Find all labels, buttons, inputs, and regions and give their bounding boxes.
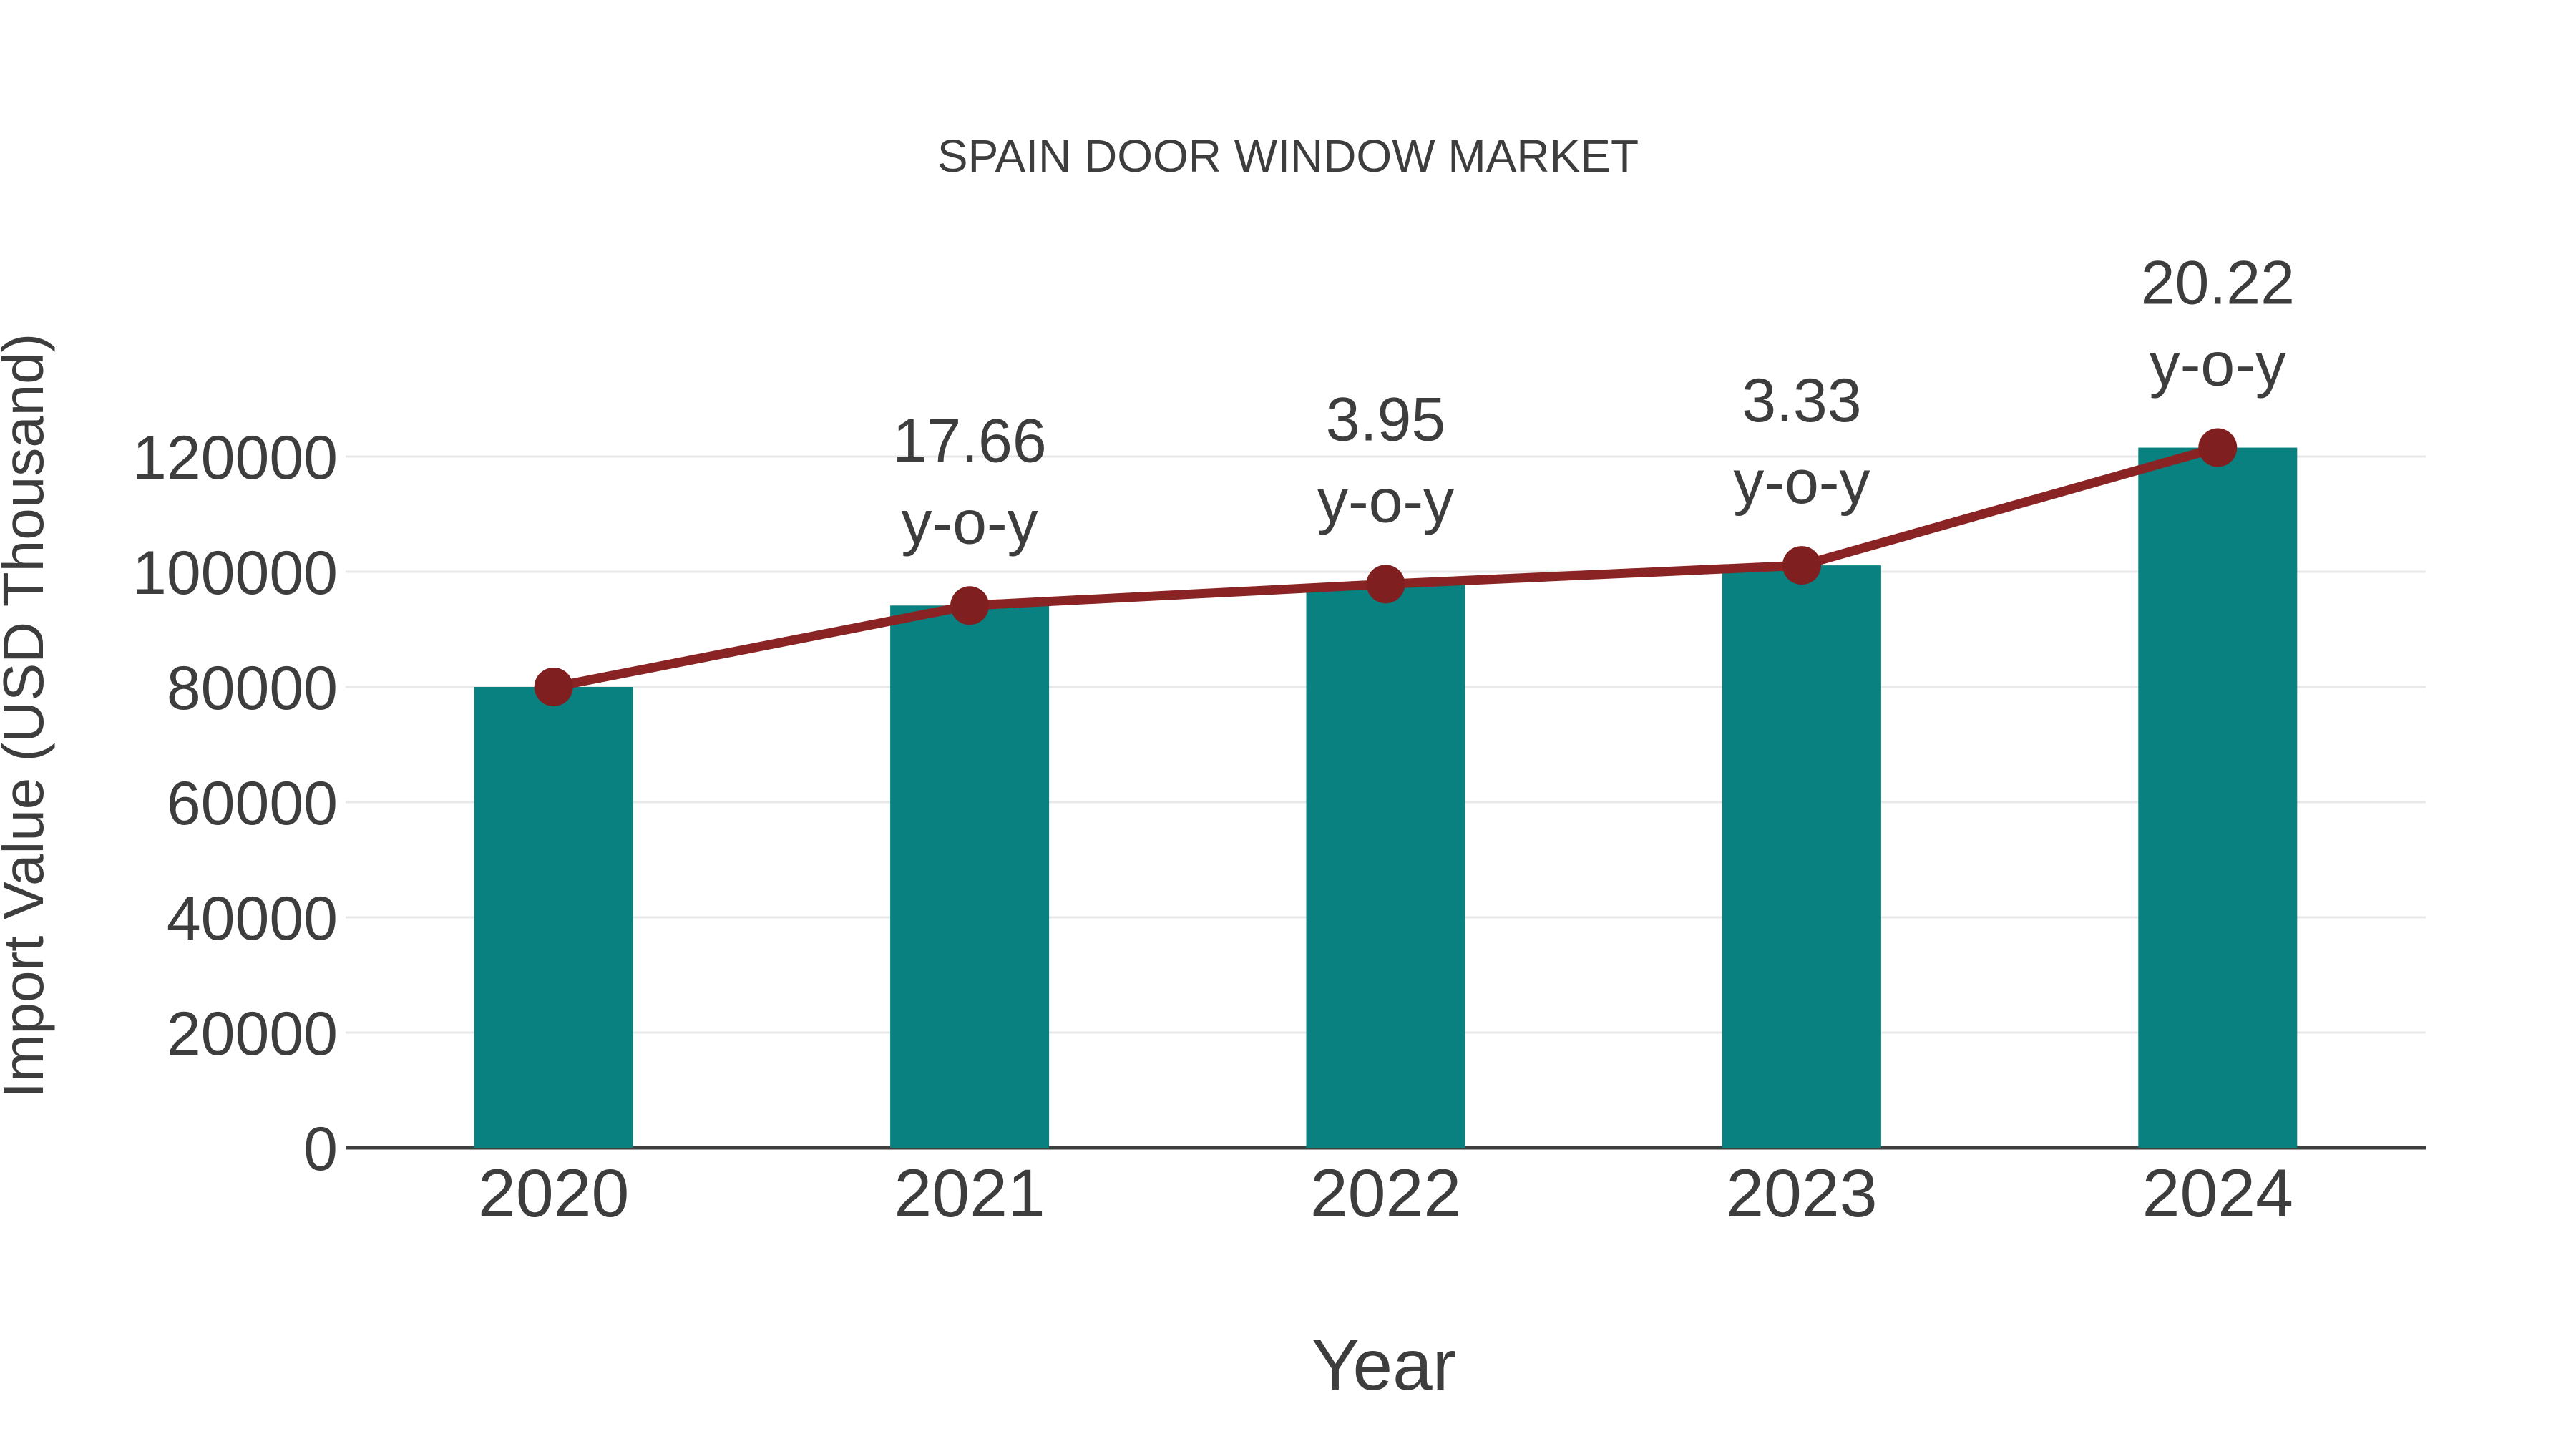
annotation-suffix-2023: y-o-y bbox=[1733, 448, 1870, 517]
x-axis-title: Year bbox=[1312, 1325, 1456, 1405]
annotation-suffix-2021: y-o-y bbox=[902, 488, 1038, 557]
annotation-value-2021: 17.66 bbox=[892, 406, 1046, 475]
x-tick-label: 2022 bbox=[1310, 1156, 1461, 1231]
annotation-value-2022: 3.95 bbox=[1326, 385, 1445, 454]
annotation-value-2023: 3.33 bbox=[1742, 366, 1861, 435]
chart-title: SPAIN DOOR WINDOW MARKET bbox=[937, 130, 1639, 182]
y-tick-label: 60000 bbox=[167, 769, 338, 838]
bar-2020 bbox=[474, 687, 633, 1148]
bars bbox=[474, 447, 2298, 1148]
trend-line bbox=[534, 428, 2238, 706]
y-tick-label: 0 bbox=[303, 1115, 338, 1184]
y-tick-label: 80000 bbox=[167, 654, 338, 723]
y-tick-label: 120000 bbox=[132, 424, 338, 492]
bar-2023 bbox=[1722, 565, 1881, 1148]
x-tick-label: 2024 bbox=[2142, 1156, 2293, 1231]
x-tick-label: 2020 bbox=[478, 1156, 629, 1231]
y-axis-title: Import Value (USD Thousand) bbox=[0, 333, 55, 1098]
annotations: 17.66 y-o-y 3.95 y-o-y 3.33 y-o-y 20.22 y-o-y bbox=[892, 249, 2294, 557]
x-tick-label: 2023 bbox=[1726, 1156, 1877, 1231]
annotation-value-2024: 20.22 bbox=[2141, 249, 2295, 318]
y-tick-labels: 0 20000 40000 60000 80000 100000 120000 bbox=[132, 424, 338, 1184]
bar-2021 bbox=[890, 605, 1050, 1148]
annotation-suffix-2022: y-o-y bbox=[1317, 467, 1454, 535]
y-tick-label: 20000 bbox=[167, 1000, 338, 1068]
x-tick-label: 2021 bbox=[894, 1156, 1045, 1231]
marker-2020 bbox=[534, 668, 573, 706]
marker-2022 bbox=[1366, 565, 1405, 604]
marker-2023 bbox=[1782, 546, 1821, 585]
x-tick-labels: 2020 2021 2022 2023 2024 bbox=[478, 1156, 2293, 1231]
y-tick-label: 40000 bbox=[167, 884, 338, 953]
marker-2021 bbox=[950, 586, 990, 625]
y-tick-label: 100000 bbox=[132, 539, 338, 608]
bar-2024 bbox=[2138, 447, 2298, 1148]
marker-2024 bbox=[2198, 428, 2238, 467]
annotation-suffix-2024: y-o-y bbox=[2150, 331, 2286, 399]
bar-2022 bbox=[1306, 584, 1465, 1148]
